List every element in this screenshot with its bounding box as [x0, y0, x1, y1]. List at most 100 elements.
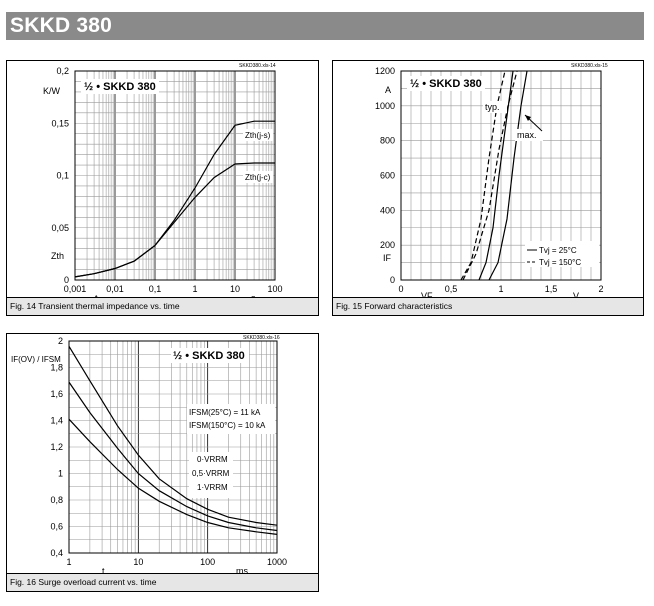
series-label: 0·VRRM: [197, 455, 228, 464]
caption-fig14: Fig. 14 Transient thermal impedance vs. …: [7, 297, 318, 315]
note: IFSM(25°C) = 11 kA: [189, 408, 261, 417]
grid-fig16: [68, 340, 277, 554]
tick-labels-fig15: 0 0,5 1 1,5 2 0 200 400 600 800 1000 1200: [375, 66, 604, 294]
series-line: [462, 70, 518, 281]
y-symbol: IF: [383, 253, 392, 263]
x-tick-label: 10: [230, 284, 240, 294]
chart-badge: ½ • SKKD 380: [84, 81, 156, 93]
caption-fig15: Fig. 15 Forward characteristics: [333, 297, 643, 315]
series-label: 0,5·VRRM: [192, 469, 230, 478]
x-tick-label: 0,01: [106, 284, 124, 294]
x-tick-label: 0: [398, 284, 403, 294]
chart-ref: SKKD380.xls-15: [571, 63, 608, 69]
legend-bg: [525, 241, 599, 267]
x-tick-label: 100: [200, 557, 215, 567]
chart-panel-fig15: 0 0,5 1 1,5 2 0 200 400 600 800 1000 1200 SKKD380.x…: [332, 60, 644, 316]
y-symbol: Zth: [51, 251, 64, 261]
y-tick-label: 1000: [375, 101, 395, 111]
chart-ref: SKKD380.xls-14: [239, 63, 276, 69]
note: IFSM(150°C) = 10 kA: [189, 421, 266, 430]
x-symbol: t: [102, 566, 105, 576]
plot-frame-fig16: [68, 340, 278, 554]
x-tick-label: 1: [66, 557, 71, 567]
chart-panel-fig16: 1 10 100 1000 0,4 0,6 0,8 1 1,2 1,4 1,6 1,8 2 SKKD38…: [6, 333, 319, 592]
x-tick-label: 0,5: [445, 284, 458, 294]
chart-fig14: 0,001 0,01 0,1 1 10 100 0 0,05 0,1 0,15 0,2 SKKD38…: [43, 63, 283, 303]
series-label: Zth(j-c): [245, 173, 271, 182]
y-unit: K/W: [43, 86, 61, 96]
chart-badge: ½ • SKKD 380: [410, 78, 482, 90]
y-tick-label: 1: [58, 469, 63, 479]
y-tick-label: 400: [380, 205, 395, 215]
x-tick-label: 10: [133, 557, 143, 567]
annotation-max: max.: [517, 130, 537, 140]
series-label: 1·VRRM: [197, 483, 228, 492]
caption-fig16: Fig. 16 Surge overload current vs. time: [7, 573, 318, 591]
series-fig16: [68, 345, 278, 535]
series-line: [68, 418, 278, 535]
series-line: [488, 70, 528, 281]
plot-frame-fig15: [400, 70, 602, 281]
series-label: Zth(j-s): [245, 131, 271, 140]
series-fig14: [74, 120, 275, 278]
arrow-head: [525, 115, 531, 121]
y-tick-label: 800: [380, 136, 395, 146]
plot-frame-fig14: [74, 70, 276, 281]
chart-ref: SKKD380.xls-16: [243, 335, 280, 341]
badge-bg: [81, 79, 159, 94]
y-tick-label: 1,6: [50, 389, 63, 399]
y-symbol: IF(OV) / IFSM: [11, 355, 61, 364]
series-line: [460, 70, 506, 281]
series-fig15: [460, 70, 528, 281]
x-symbol: VF: [421, 291, 433, 301]
page-header: SKKD 380: [6, 12, 644, 40]
annotation-typ: typ.: [485, 102, 500, 112]
tick-labels-fig14: 0,001 0,01 0,1 1 10 100 0 0,05 0,1 0,15 0,2: [51, 66, 282, 294]
x-tick-label: 0,1: [149, 284, 162, 294]
x-tick-label: 0,001: [64, 284, 87, 294]
notes-bg: [187, 404, 275, 434]
y-tick-label: 0,4: [50, 548, 63, 558]
y-tick-label: 0: [390, 275, 395, 285]
x-tick-label: 100: [267, 284, 282, 294]
y-tick-label: 0,6: [50, 522, 63, 532]
y-unit: A: [385, 85, 391, 95]
y-tick-label: 600: [380, 171, 395, 181]
y-tick-label: 0: [64, 275, 69, 285]
page-title: SKKD 380: [10, 14, 112, 37]
y-tick-label: 1200: [375, 66, 395, 76]
y-tick-label: 0,2: [56, 66, 69, 76]
series-line: [68, 381, 278, 532]
x-tick-label: 2: [598, 284, 603, 294]
chart-badge: ½ • SKKD 380: [173, 350, 245, 362]
y-tick-label: 1,2: [50, 442, 63, 452]
x-unit: ms: [236, 566, 248, 576]
badge-bg: [407, 76, 485, 91]
chart-fig15: 0 0,5 1 1,5 2 0 200 400 600 800 1000 1200 SKKD380.x…: [375, 63, 608, 301]
legend-item: Tvj = 150°C: [539, 258, 581, 267]
grid-fig14: [74, 70, 275, 281]
x-tick-label: 1000: [267, 557, 287, 567]
x-unit: V: [573, 291, 579, 301]
chart-panel-fig14: 0,001 0,01 0,1 1 10 100 0 0,05 0,1 0,15 0,2 SKKD38…: [6, 60, 319, 316]
y-tick-label: 1,8: [50, 363, 63, 373]
chart-fig16: 1 10 100 1000 0,4 0,6 0,8 1 1,2 1,4 1,6 1,8 2 SKKD38…: [11, 335, 287, 576]
tick-labels-fig16: 1 10 100 1000 0,4 0,6 0,8 1 1,2 1,4 1,6 1,8 2: [50, 336, 287, 567]
y-tick-label: 200: [380, 240, 395, 250]
x-tick-label: 1,5: [545, 284, 558, 294]
y-tick-label: 0,8: [50, 495, 63, 505]
x-tick-label: 1: [498, 284, 503, 294]
y-tick-label: 0,05: [51, 223, 69, 233]
grid-fig15: [400, 70, 602, 281]
y-tick-label: 0,1: [56, 171, 69, 181]
y-tick-label: 2: [58, 336, 63, 346]
series-line: [68, 345, 278, 526]
series-line: [478, 70, 514, 281]
y-tick-label: 0,15: [51, 118, 69, 128]
badge-bg: [171, 348, 249, 363]
series-line: [74, 120, 275, 278]
x-tick-label: 1: [192, 284, 197, 294]
series-line: [74, 162, 275, 278]
legend-item: Tvj = 25°C: [539, 246, 577, 255]
y-tick-label: 1,4: [50, 416, 63, 426]
